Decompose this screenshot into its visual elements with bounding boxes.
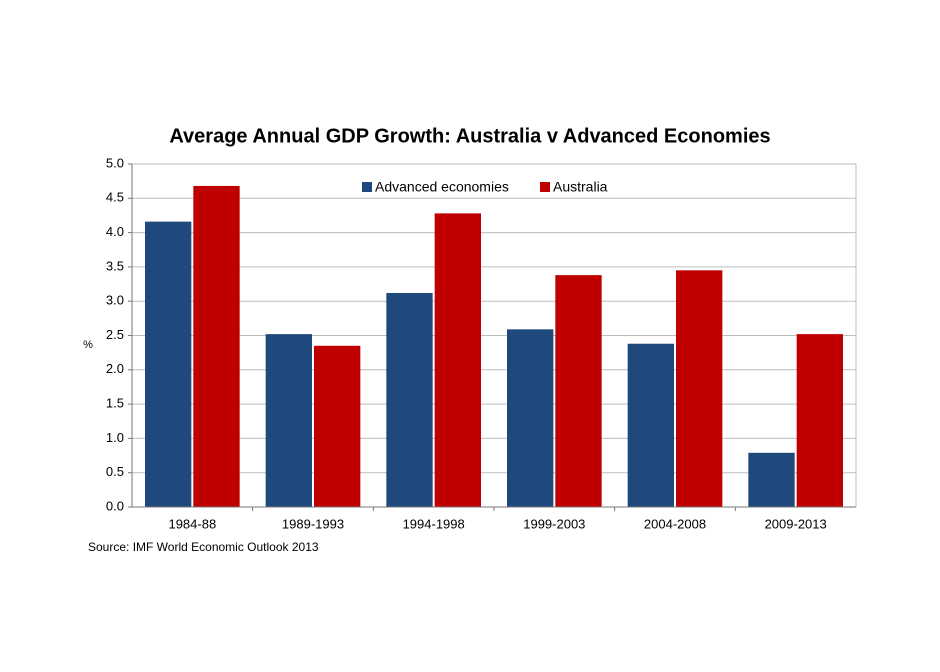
y-tick-label: 4.5 (106, 190, 124, 205)
y-tick-label: 1.5 (106, 396, 124, 411)
x-tick-label: 1989-1993 (282, 516, 344, 531)
bar (193, 185, 240, 507)
y-tick-label: 0.0 (106, 498, 124, 513)
bar (555, 275, 602, 507)
source-note: Source: IMF World Economic Outlook 2013 (88, 540, 319, 554)
bar (676, 270, 723, 507)
x-tick-label: 1999-2003 (523, 516, 585, 531)
y-tick-label: 5.0 (106, 155, 124, 170)
y-tick-label: 3.0 (106, 293, 124, 308)
legend-swatch (540, 182, 550, 192)
chart-title: Average Annual GDP Growth: Australia v A… (169, 125, 770, 147)
bar (796, 334, 843, 507)
y-tick-label: 2.0 (106, 361, 124, 376)
y-axis-label: % (83, 339, 93, 351)
bar (434, 213, 481, 507)
x-tick-label: 1994-1998 (403, 516, 465, 531)
bar (386, 292, 433, 507)
y-tick-label: 3.5 (106, 258, 124, 273)
bar (627, 343, 674, 507)
y-tick-label: 4.0 (106, 224, 124, 239)
x-tick-label: 2004-2008 (644, 516, 706, 531)
y-tick-label: 2.5 (106, 327, 124, 342)
y-tick-label: 0.5 (106, 464, 124, 479)
legend-swatch (362, 182, 372, 192)
y-tick-label: 1.0 (106, 430, 124, 445)
bar (748, 452, 795, 507)
bar (145, 221, 192, 507)
legend-label: Advanced economies (375, 179, 509, 195)
bar (265, 334, 312, 507)
bar (314, 345, 361, 507)
x-tick-label: 2009-2013 (765, 516, 827, 531)
x-tick-label: 1984-88 (168, 516, 216, 531)
bar (507, 329, 554, 507)
legend-label: Australia (553, 179, 608, 195)
